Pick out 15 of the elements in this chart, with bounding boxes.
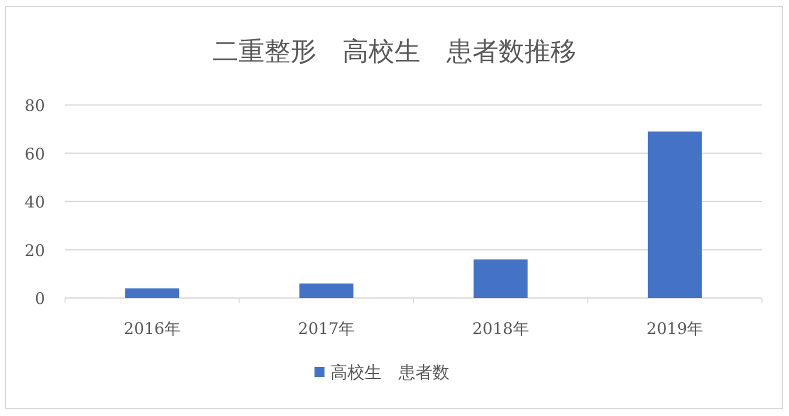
bar <box>299 284 354 298</box>
bar <box>648 132 702 298</box>
y-tick-label: 60 <box>24 144 45 164</box>
bar <box>125 288 180 298</box>
x-tick-label: 2018年 <box>472 319 529 338</box>
legend-label: 高校生 患者数 <box>330 363 450 383</box>
x-tick-label: 2017年 <box>298 319 355 338</box>
bar <box>474 259 528 298</box>
y-tick-label: 20 <box>24 240 45 260</box>
y-tick-label: 40 <box>24 192 45 212</box>
y-tick-label: 0 <box>34 289 45 308</box>
y-tick-label: 80 <box>24 96 45 115</box>
x-tick-label: 2016年 <box>124 319 180 338</box>
x-tick-label: 2019年 <box>646 319 704 338</box>
chart-title: 二重整形 高校生 患者数推移 <box>212 37 576 67</box>
